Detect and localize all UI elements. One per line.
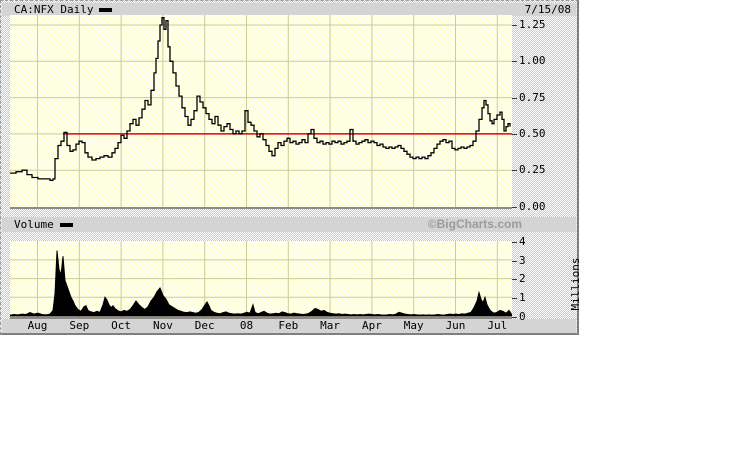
stock-chart-widget: CA:NFX Daily 7/15/08 Volume ©BigCharts.c… [0,0,582,335]
x-axis-bar: Aug Sep Oct Nov Dec 08 Feb Mar Apr May Jun Jul [2,319,576,333]
volume-axis-label: 3 [519,253,526,267]
axis-tick [512,25,517,26]
volume-axis-label: 4 [519,235,526,248]
volume-header-bar: Volume ©BigCharts.com [2,217,576,232]
price-axis-label: 0.25 [519,163,546,177]
x-axis-label-08: 08 [239,319,254,332]
price-axis-label: 1.25 [519,18,546,31]
price-axis-label: 1.00 [519,54,546,68]
volume-axis-label: 1 [519,291,526,305]
axis-tick [512,170,517,172]
price-axis-label: 0.00 [519,199,546,213]
x-axis-label-jun: Jun [445,319,466,332]
price-plot-area [10,15,512,209]
bigcharts-watermark: ©BigCharts.com [427,217,522,231]
axis-tick [512,260,517,262]
x-axis-label-may: May [403,319,424,332]
symbol-title: CA:NFX Daily [14,3,94,16]
x-axis-label-mar: Mar [320,319,341,332]
x-axis-label-oct: Oct [111,319,132,332]
x-axis-label-apr: Apr [361,319,382,332]
price-axis-label: 0.50 [519,126,546,140]
axis-tick [512,316,517,318]
axis-tick [512,279,517,281]
x-axis-label-aug: Aug [27,319,48,332]
price-legend-dash-icon [99,8,113,12]
volume-label: Volume [14,218,54,231]
volume-plot-area [10,241,512,319]
title-bar: CA:NFX Daily 7/15/08 [2,3,576,16]
millions-axis-label: Millions [569,257,582,311]
price-axis-label: 0.75 [519,90,546,104]
volume-axis-label: 2 [519,272,526,286]
axis-tick [512,242,517,243]
axis-tick [512,97,517,99]
axis-tick [512,206,517,208]
x-axis-label-jul: Jul [487,319,508,332]
volume-legend-dash-icon [59,223,73,227]
axis-tick [512,133,517,135]
x-axis-label-feb: Feb [278,319,299,332]
chart-date: 7/15/08 [524,3,571,16]
axis-tick [512,61,517,63]
axis-tick [512,298,517,300]
x-axis-label-dec: Dec [194,319,215,332]
x-axis-label-nov: Nov [152,319,173,332]
x-axis-label-sep: Sep [69,319,90,332]
volume-axis-label: 0 [519,309,526,323]
